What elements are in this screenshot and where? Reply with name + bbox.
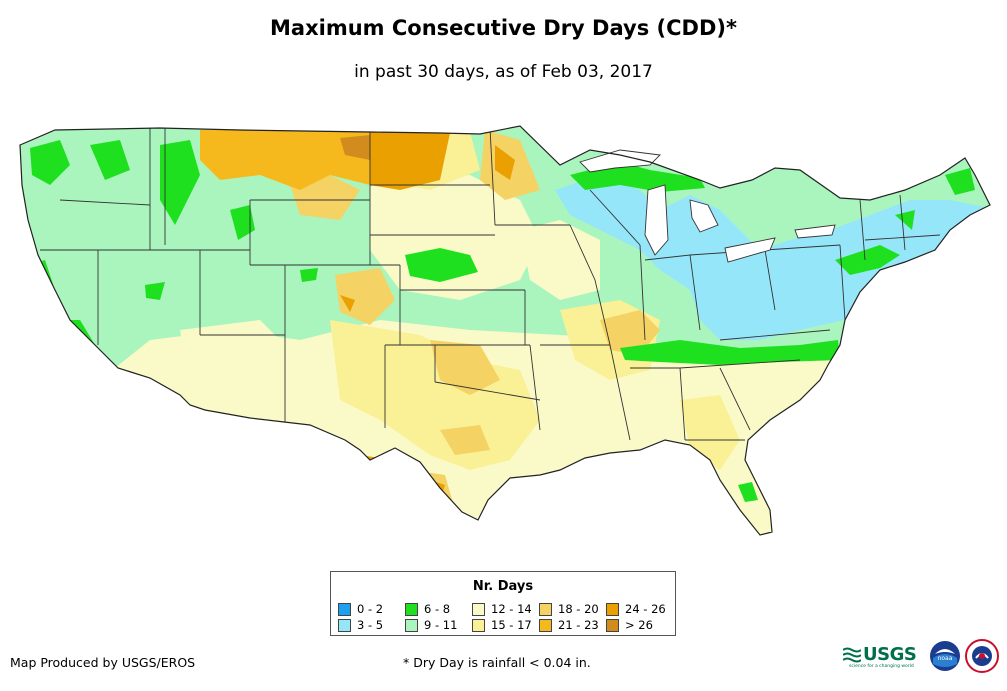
us-cdd-map [19, 125, 991, 536]
map-title: Maximum Consecutive Dry Days (CDD)* [270, 16, 737, 40]
legend-item: 6 - 8 [405, 601, 472, 617]
legend-swatch [405, 602, 418, 616]
legend-swatch [539, 618, 552, 632]
legend-item: 9 - 11 [405, 617, 472, 633]
usgs-wave-icon [843, 647, 861, 662]
legend-item: 21 - 23 [539, 617, 606, 633]
legend-swatch [472, 602, 485, 616]
noaa-text: noaa [938, 655, 953, 662]
usgs-logo: USGS [843, 644, 917, 665]
legend-label: 0 - 2 [357, 602, 384, 616]
legend-label: 12 - 14 [491, 602, 532, 616]
noaa-logo-icon: noaa [930, 641, 960, 671]
legend-label: 15 - 17 [491, 618, 532, 632]
map-subtitle: in past 30 days, as of Feb 03, 2017 [354, 62, 653, 82]
legend-swatch [539, 602, 552, 616]
nws-logo-icon [965, 639, 999, 673]
credit-text: Map Produced by USGS/EROS [10, 655, 196, 670]
legend-swatch [606, 602, 619, 616]
legend: Nr. Days 0 - 2 6 - 8 12 - 14 18 - 20 24 … [330, 571, 676, 636]
legend-swatch [606, 618, 619, 632]
legend-item: 15 - 17 [472, 617, 539, 633]
legend-title: Nr. Days [472, 579, 534, 594]
legend-swatch [472, 618, 485, 632]
legend-item: > 26 [606, 617, 673, 633]
legend-item: 3 - 5 [338, 617, 405, 633]
legend-swatch [405, 618, 418, 632]
legend-label: 9 - 11 [424, 618, 458, 632]
legend-grid: 0 - 2 6 - 8 12 - 14 18 - 20 24 - 26 3 - … [338, 601, 673, 633]
legend-swatch [338, 602, 351, 616]
legend-label: 21 - 23 [558, 618, 599, 632]
legend-item: 12 - 14 [472, 601, 539, 617]
legend-label: 6 - 8 [424, 602, 451, 616]
legend-label: 24 - 26 [625, 602, 666, 616]
legend-label: 3 - 5 [357, 618, 384, 632]
legend-label: 18 - 20 [558, 602, 599, 616]
legend-item: 18 - 20 [539, 601, 606, 617]
usgs-text: USGS [863, 644, 917, 665]
legend-item: 24 - 26 [606, 601, 673, 617]
legend-item: 0 - 2 [338, 601, 405, 617]
legend-label: > 26 [625, 618, 653, 632]
agency-logos: USGS science for a changing world noaa [843, 638, 1003, 678]
legend-swatch [338, 618, 351, 632]
footnote: * Dry Day is rainfall < 0.04 in. [403, 655, 591, 670]
usgs-tagline: science for a changing world [849, 664, 914, 669]
